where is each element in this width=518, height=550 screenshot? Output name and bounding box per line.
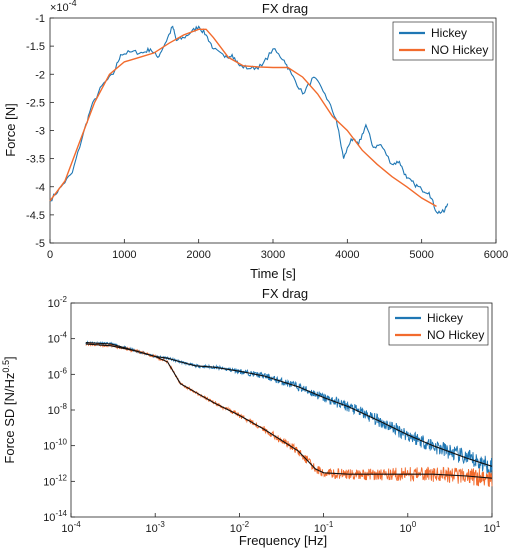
top-x-tick-label: 3000 [261,249,285,261]
top-x-tick-label: 1000 [112,249,136,261]
bottom-x-tick-label: 10-4 [61,520,81,535]
bottom-legend: Hickey NO Hickey [388,306,489,346]
top-legend-label-hickey: Hickey [431,26,467,40]
frequency-domain-plot: FX drag 10-4 10-3 10-2 10-1 100 101 10-14 10-12… [1,286,501,548]
time-domain-plot: FX drag ×10-4 0 1000 2000 3000 4000 5000 6000 -… [3,0,508,281]
bottom-y-axis-label: Force SD [N/Hz0.5] [1,356,17,463]
top-x-axis-label: Time [s] [250,266,296,281]
bottom-x-tick-label: 101 [484,520,501,535]
top-y-tick-label: -1 [35,13,45,25]
top-y-tick-label: -5 [35,238,45,250]
top-x-tick-label: 6000 [484,249,508,261]
bottom-y-tick-label: 10-4 [48,331,68,346]
bottom-series-no-hickey-median [85,343,493,479]
top-legend-label-no-hickey: NO Hickey [431,43,488,57]
top-y-exponent: ×10-4 [50,0,77,14]
top-legend-box [392,21,494,61]
top-y-tick-label: -3.5 [26,154,45,166]
bottom-legend-label-no-hickey: NO Hickey [427,328,484,342]
top-x-tick-label: 0 [47,249,53,261]
bottom-y-tick-label: 10-10 [43,438,67,453]
top-x-tick-label: 5000 [409,249,433,261]
bottom-axes: 10-4 10-3 10-2 10-1 100 101 10-14 10-12 10-10 10-… [43,295,501,535]
bottom-x-tick-label: 10-1 [314,520,334,535]
bottom-y-tick-label: 10-12 [43,473,67,488]
top-series-hickey-line [49,25,449,215]
bottom-y-tick-label: 10-8 [48,402,68,417]
bottom-series-group [85,340,493,487]
top-x-tick-label: 4000 [335,249,359,261]
bottom-legend-box [388,306,489,346]
bottom-x-tick-label: 100 [399,520,416,535]
top-y-axis-label: Force [N] [3,103,18,156]
top-y-tick-label: -3 [35,126,45,138]
bottom-x-tick-label: 10-3 [146,520,166,535]
bottom-y-tick-label: 10-6 [48,366,68,381]
bottom-x-tick-label: 10-2 [230,520,250,535]
top-legend: Hickey NO Hickey [392,21,494,61]
top-x-tick-label: 2000 [186,249,210,261]
top-y-tick-label: -2.5 [26,97,45,109]
top-y-tick-label: -2 [35,69,45,81]
bottom-legend-label-hickey: Hickey [427,311,463,325]
bottom-chart-title: FX drag [262,286,308,301]
top-y-tick-label: -4.5 [26,210,45,222]
top-series-no-hickey-line [49,28,437,208]
bottom-y-tick-label: 10-14 [43,509,67,524]
bottom-x-axis-label: Frequency [Hz] [239,533,327,548]
top-y-tick-label: -4 [35,182,45,194]
top-axes: 0 1000 2000 3000 4000 5000 6000 -5 -4.5 -4 -3.5 -3 -… [26,13,508,261]
bottom-y-tick-label: 10-2 [48,295,68,310]
top-y-tick-label: -1.5 [26,41,45,53]
top-chart-title: FX drag [262,1,308,16]
top-series-group [49,25,449,215]
